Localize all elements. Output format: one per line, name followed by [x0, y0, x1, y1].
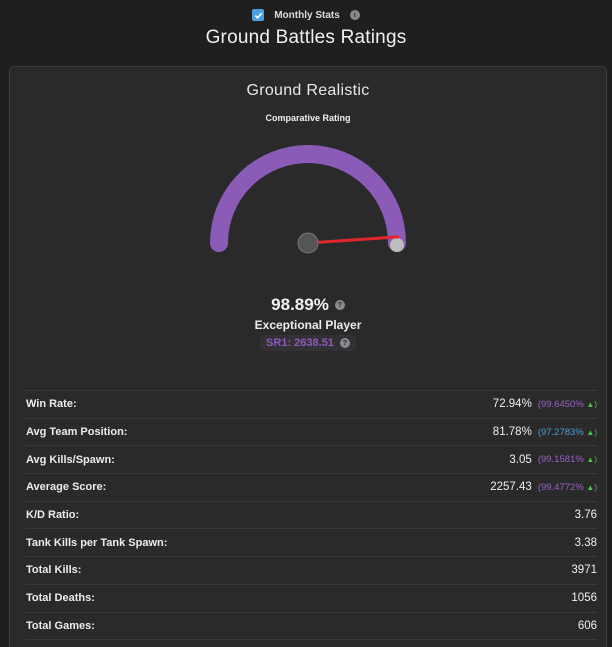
- up-arrow-icon: ▲): [586, 399, 597, 409]
- stat-label: Total Kills:: [26, 564, 82, 577]
- stat-percentile: (99.4772% ▲): [537, 481, 597, 493]
- stat-value: 72.94%: [492, 398, 532, 411]
- stat-value: 3.38: [574, 536, 597, 549]
- sr-value: SR1: 2638.51: [266, 337, 334, 349]
- up-arrow-icon: ▲): [586, 482, 597, 492]
- card-subtitle: Comparative Rating: [265, 113, 351, 123]
- stat-label: Total Games:: [26, 619, 95, 632]
- stat-row: Total Deaths: 1056: [25, 585, 597, 613]
- rating-gauge: [210, 145, 406, 254]
- sr-help-icon[interactable]: ?: [339, 338, 350, 348]
- gauge-end-marker: [390, 238, 404, 252]
- stat-row: Total Games: 606: [25, 613, 597, 641]
- stat-row: Average Score: 2257.43 (99.4772% ▲): [25, 474, 597, 502]
- stat-row: K/D Ratio: 3.76: [25, 502, 597, 530]
- stat-percentile: (99.6450% ▲): [537, 398, 597, 410]
- stat-row: Avg Kills/Spawn: 3.05 (99.1581% ▲): [25, 446, 597, 475]
- checkmark-icon: [254, 12, 263, 19]
- stat-label: Win Rate:: [26, 398, 77, 411]
- monthly-stats-checkbox[interactable]: [252, 9, 265, 21]
- stat-value: 3.76: [574, 509, 597, 522]
- rating-percent: 98.89%: [271, 295, 329, 314]
- up-arrow-icon: ▲): [586, 427, 597, 437]
- monthly-stats-toggle[interactable]: Monthly Stats i: [0, 9, 612, 21]
- stat-value: 3.05: [509, 453, 532, 466]
- stat-row: Tank Kills per Tank Spawn: 3.38: [25, 529, 597, 558]
- sr-badge: SR1: 2638.51 ?: [260, 335, 356, 351]
- stat-percentile: (97.2783% ▲): [537, 426, 597, 438]
- rating-card: Ground Realistic Comparative Rating 98.8…: [9, 66, 607, 647]
- stat-label: Avg Team Position:: [26, 426, 128, 439]
- stat-value: 3971: [571, 564, 597, 577]
- player-class: Exceptional Player: [254, 318, 362, 332]
- rating-percent-row: 98.89% ?: [10, 295, 606, 315]
- gauge-pivot: [297, 232, 319, 254]
- stat-label: Avg Kills/Spawn:: [26, 453, 115, 466]
- stat-percentile: (99.1581% ▲): [537, 454, 597, 466]
- up-arrow-icon: ▲): [586, 455, 597, 465]
- page-title: Ground Battles Ratings: [205, 27, 407, 48]
- gauge-arc: [210, 145, 406, 252]
- stats-table: Win Rate: 72.94% (99.6450% ▲) Avg Team Posi…: [25, 390, 597, 641]
- card-title: Ground Realistic: [246, 82, 370, 99]
- monthly-stats-label: Monthly Stats: [274, 9, 340, 21]
- stat-row: Total Kills: 3971: [25, 557, 597, 585]
- info-icon[interactable]: i: [349, 10, 360, 20]
- stat-row: Avg Team Position: 81.78% (97.2783% ▲): [25, 419, 597, 447]
- stat-label: Average Score:: [26, 481, 107, 494]
- gauge-needle: [306, 235, 400, 245]
- stat-row: Win Rate: 72.94% (99.6450% ▲): [25, 391, 597, 419]
- help-icon[interactable]: ?: [334, 300, 345, 310]
- stat-value: 2257.43: [490, 481, 532, 494]
- stat-label: Total Deaths:: [26, 592, 95, 605]
- stat-label: Tank Kills per Tank Spawn:: [26, 536, 168, 549]
- stat-value: 81.78%: [492, 426, 532, 439]
- stat-value: 606: [577, 619, 597, 632]
- stat-value: 1056: [571, 592, 597, 605]
- stat-label: K/D Ratio:: [26, 509, 80, 522]
